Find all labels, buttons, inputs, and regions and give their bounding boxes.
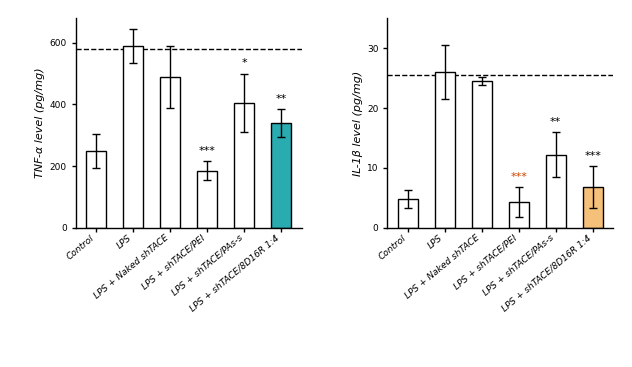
Text: ***: ***	[510, 172, 527, 182]
Y-axis label: TNF-α level (pg/mg): TNF-α level (pg/mg)	[35, 68, 46, 178]
Bar	[160, 77, 180, 228]
Y-axis label: IL-1β level (pg/mg): IL-1β level (pg/mg)	[353, 70, 363, 175]
Text: **: **	[550, 117, 561, 127]
Bar	[435, 72, 455, 228]
Bar	[123, 46, 143, 228]
Bar	[86, 150, 106, 228]
Bar	[509, 203, 529, 228]
Text: ***: ***	[584, 151, 601, 161]
Bar	[545, 155, 566, 228]
Bar	[271, 123, 291, 228]
Text: ***: ***	[198, 146, 216, 156]
Bar	[471, 81, 492, 228]
Bar	[234, 103, 254, 228]
Text: **: **	[276, 94, 287, 104]
Bar	[197, 171, 217, 228]
Bar	[583, 187, 603, 228]
Bar	[398, 199, 418, 228]
Text: *: *	[241, 58, 247, 69]
